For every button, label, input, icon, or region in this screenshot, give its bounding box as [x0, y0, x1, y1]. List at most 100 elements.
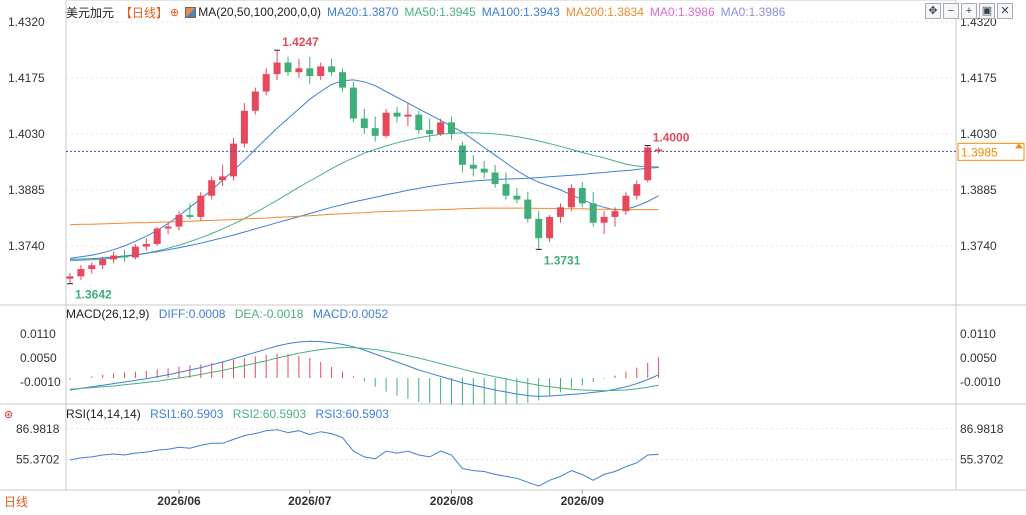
candle-body	[88, 265, 96, 270]
macd-value: MACD:0.0052	[312, 307, 389, 321]
rsi3-value: RSI3:60.5903	[315, 407, 389, 421]
candle-body	[153, 228, 161, 244]
y-tick-label-left: 1.4175	[8, 71, 45, 85]
rsi1-value: RSI1:60.5903	[150, 407, 224, 421]
ma-value-3: MA200:1.3834	[565, 5, 644, 19]
macd-line-dea	[69, 347, 659, 392]
window-toolbar: ✥ − + ▣ ✕	[925, 3, 1013, 19]
y-tick-label-left: 1.3885	[8, 183, 45, 197]
rsi-label: RSI(14,14,14)	[66, 407, 141, 421]
candle-body	[262, 74, 270, 92]
y-tick-label-right: 1.4030	[960, 127, 997, 141]
window-icon[interactable]: ▣	[979, 3, 995, 19]
candle-body	[546, 216, 554, 239]
candle-body	[426, 130, 434, 134]
symbol-name: 美元加元	[66, 5, 115, 20]
ma-line-ma50	[69, 132, 659, 262]
ma-value-2: MA100:1.3943	[481, 5, 560, 19]
macd-tick-label-right: -0.0010	[960, 375, 1001, 389]
candle-body	[77, 269, 85, 277]
candle-body	[240, 110, 248, 144]
settings-icon[interactable]: ⊕	[170, 6, 180, 19]
macd-tick-label-right: 0.0050	[960, 351, 997, 365]
candle-body	[110, 255, 118, 260]
macd-diff: DIFF:0.0008	[158, 307, 226, 321]
candle-body	[655, 149, 663, 152]
candle-body	[328, 66, 336, 73]
period-label[interactable]: 【日线】	[120, 5, 169, 20]
macd-tick-label-right: 0.0110	[960, 327, 996, 341]
rsi-tick-label-right: 86.9818	[960, 422, 1004, 436]
minus-icon[interactable]: −	[943, 3, 959, 19]
candle-body	[251, 91, 259, 111]
macd-legend: MACD(26,12,9) DIFF:0.0008 DEA:-0.0018 MA…	[66, 307, 394, 321]
candle-body	[480, 168, 488, 173]
candle-body	[437, 122, 445, 134]
candle-body	[164, 226, 172, 229]
candle-body	[219, 176, 227, 181]
candle-body	[578, 187, 586, 204]
candle-body	[339, 72, 346, 88]
candle-body	[513, 195, 521, 200]
x-tick-label: 2026/06	[157, 494, 201, 508]
candle-body	[589, 203, 597, 223]
candle-body	[448, 122, 455, 134]
ma-value-0: MA20:1.3870	[327, 5, 399, 19]
x-tick-label: 2026/07	[288, 494, 332, 508]
y-tick-label-right: 1.3885	[960, 183, 997, 197]
candle-body	[273, 62, 281, 75]
candle-body	[306, 68, 314, 77]
candle-body	[99, 259, 107, 266]
candle-body	[622, 195, 630, 212]
candle-body	[382, 112, 390, 136]
last-price-marker-icon	[1015, 143, 1023, 149]
candle-body	[131, 246, 139, 258]
candle-body	[295, 68, 303, 73]
candle-body	[567, 187, 575, 208]
extreme-label: 1.4000	[653, 131, 690, 145]
ma-value-5: MA0:1.3986	[720, 5, 786, 19]
ma-label: MA(20,50,100,200,0,0)	[198, 5, 321, 19]
macd-line-diff	[69, 340, 659, 397]
candle-body	[142, 243, 150, 247]
rsi2-value: RSI2:60.5903	[232, 407, 307, 421]
extreme-label: 1.4247	[282, 35, 319, 49]
macd-dea: DEA:-0.0018	[234, 307, 304, 321]
candle-body	[175, 215, 183, 227]
candle-body	[535, 218, 543, 239]
x-tick-label: 2026/09	[561, 494, 605, 508]
candle-body	[121, 255, 128, 258]
ma-value-4: MA0:1.3986	[649, 5, 715, 19]
indicator-settings-icon[interactable]: ⊛	[4, 409, 14, 421]
y-tick-label-left: 1.4320	[8, 15, 45, 29]
candle-body	[415, 114, 423, 131]
macd-tick-label-left: 0.0110	[20, 327, 56, 341]
candle-body	[197, 195, 205, 217]
period-bottom-label[interactable]: 日线	[4, 495, 29, 509]
candle-body	[208, 180, 216, 196]
candle-body	[557, 207, 564, 217]
candle-body	[360, 118, 368, 129]
macd-tick-label-left: 0.0050	[20, 351, 57, 365]
extreme-label: 1.3731	[544, 253, 581, 267]
ma-value-1: MA50:1.3945	[404, 5, 476, 19]
candle-body	[491, 172, 499, 185]
candle-body	[502, 184, 510, 196]
rsi-tick-label-left: 86.9818	[16, 422, 60, 436]
color-swatch-icon	[185, 6, 197, 18]
candle-body	[186, 215, 194, 217]
main-legend: 美元加元 【日线】 ⊕ MA(20,50,100,200,0,0) MA20:1…	[66, 3, 797, 21]
plus-icon[interactable]: +	[961, 3, 977, 19]
rsi-tick-label-right: 55.3702	[960, 453, 1004, 467]
candle-body	[611, 211, 619, 217]
close-icon[interactable]: ✕	[997, 3, 1013, 19]
move-icon[interactable]: ✥	[925, 3, 941, 19]
y-tick-label-left: 1.4030	[8, 127, 45, 141]
candle-body	[317, 66, 325, 77]
candle-body	[371, 128, 379, 136]
candle-body	[469, 164, 477, 169]
candle-body	[66, 276, 74, 279]
rsi-legend: RSI(14,14,14) RSI1:60.5903 RSI2:60.5903 …	[66, 407, 395, 421]
